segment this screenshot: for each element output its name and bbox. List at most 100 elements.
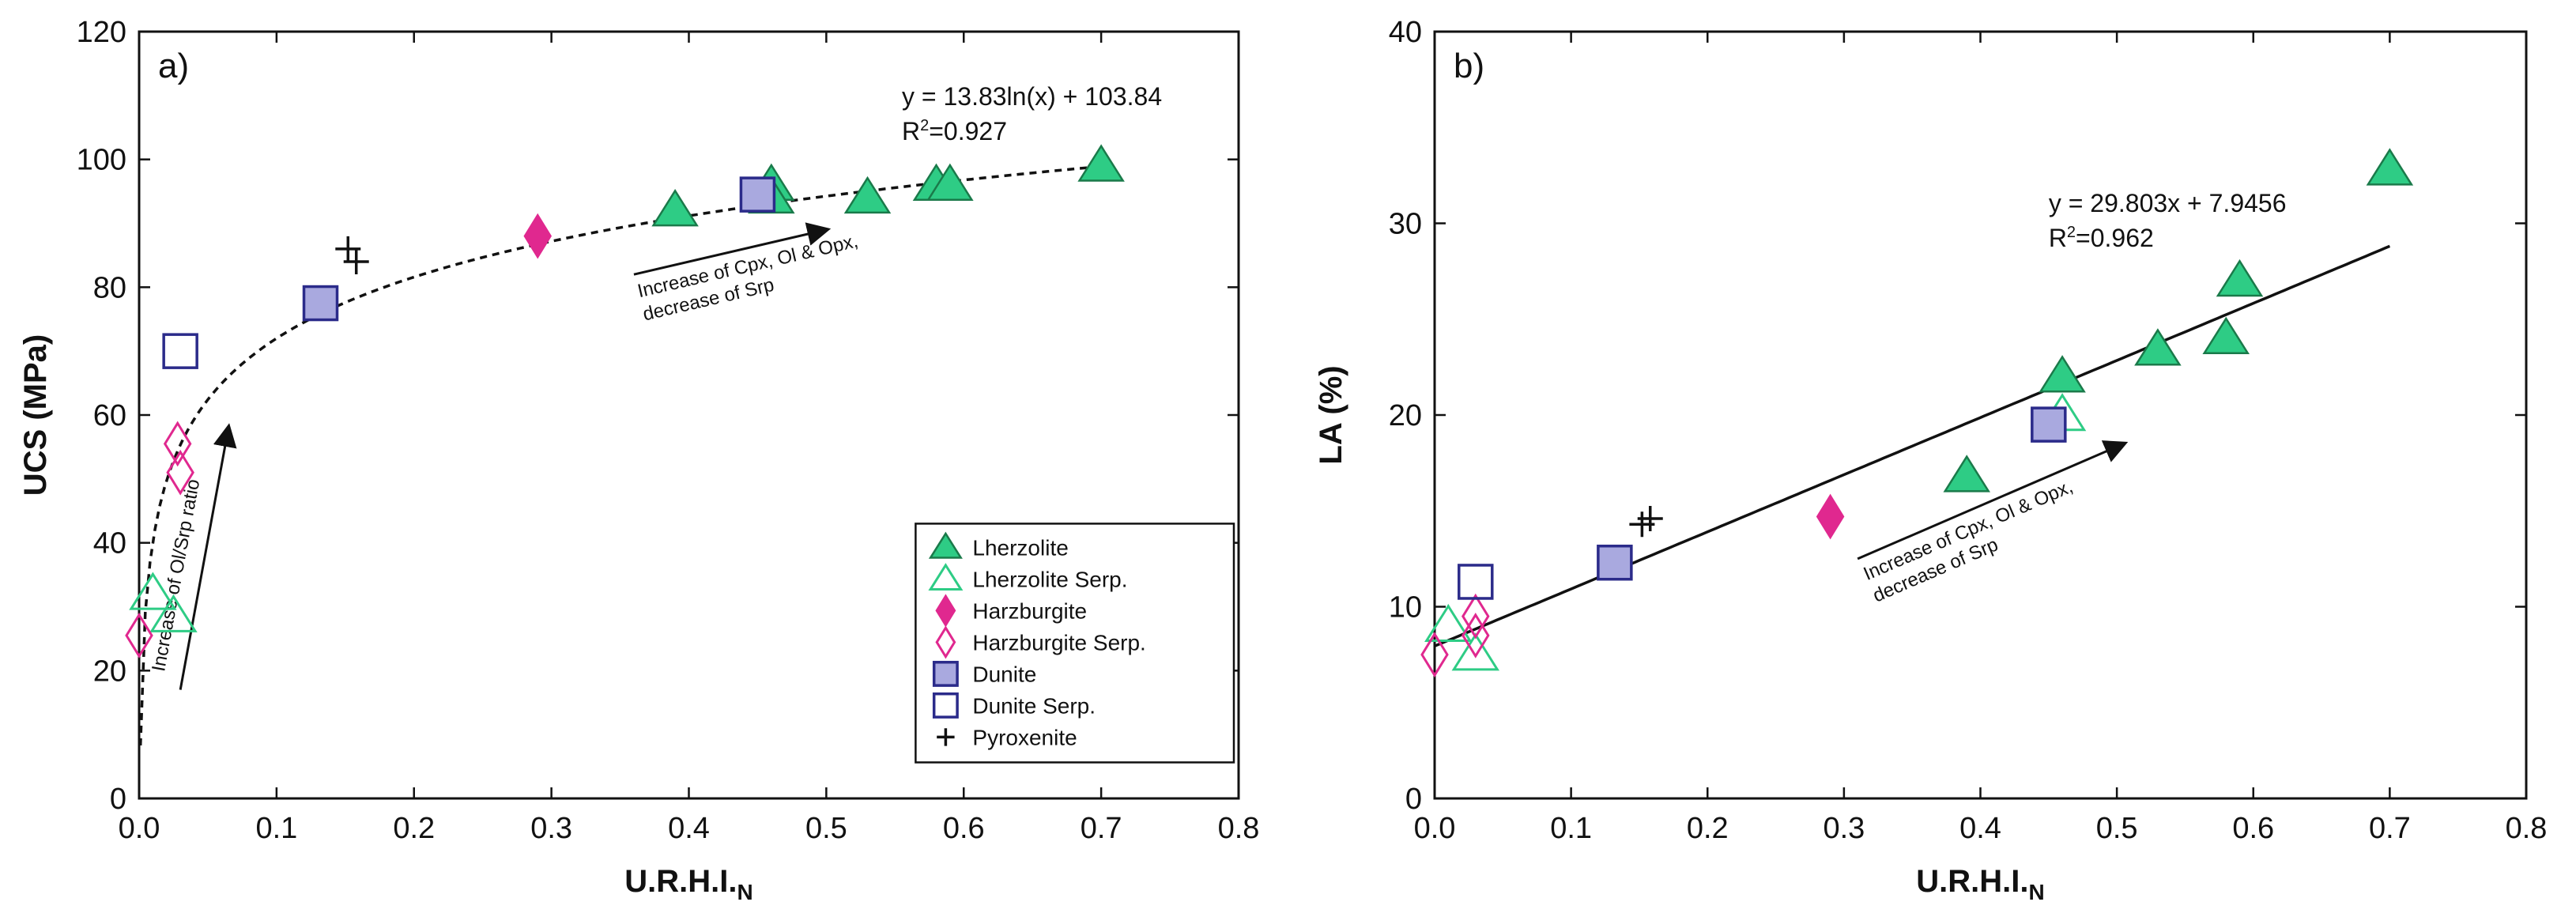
fit-r2: R2=0.927 bbox=[902, 117, 1007, 145]
data-point bbox=[149, 594, 198, 632]
x-tick-label: 0.5 bbox=[805, 812, 847, 845]
legend-marker bbox=[935, 594, 956, 628]
data-point bbox=[1424, 603, 1473, 642]
data-point bbox=[335, 236, 361, 262]
series-pyroxenite bbox=[335, 236, 369, 274]
legend-label: Harzburgite Serp. bbox=[972, 630, 1145, 655]
series-dunite-serp bbox=[162, 333, 198, 369]
x-tick-label: 0.4 bbox=[1959, 812, 2001, 845]
legend-marker bbox=[928, 563, 964, 591]
y-tick-label: 100 bbox=[77, 144, 126, 177]
legend-label: Harzburgite bbox=[972, 598, 1087, 623]
legend-label: Lherzolite Serp. bbox=[972, 567, 1127, 591]
x-tick-label: 0.7 bbox=[2369, 812, 2411, 845]
series-dunite bbox=[302, 176, 776, 322]
y-tick-label: 120 bbox=[77, 16, 126, 49]
panel-label: b) bbox=[1454, 47, 1484, 85]
legend-marker bbox=[932, 692, 959, 719]
series-harzburgite bbox=[1816, 493, 1845, 540]
y-tick-label: 0 bbox=[110, 783, 126, 816]
series-harzburgite-serp bbox=[125, 421, 194, 659]
data-point bbox=[1461, 593, 1490, 640]
x-tick-label: 0.8 bbox=[2506, 812, 2548, 845]
legend-marker bbox=[935, 625, 956, 659]
panel-a: 0.0 0.1 0.2 0.3 0.4 0.5 0.6 0.7 0.8 0 20 40 60 80 100 1… bbox=[18, 16, 1259, 904]
y-tick-label: 10 bbox=[1389, 591, 1422, 625]
x-tick-label: 0.3 bbox=[1823, 812, 1865, 845]
panel-b: 0.0 0.1 0.2 0.3 0.4 0.5 0.6 0.7 0.8 0 10 20 30 40 U.R.… bbox=[1314, 16, 2547, 904]
y-axis-label: LA (%) bbox=[1314, 365, 1348, 464]
x-tick-label: 0.6 bbox=[943, 812, 985, 845]
x-tick-label: 0.5 bbox=[2096, 812, 2138, 845]
x-tick-label: 0.0 bbox=[1414, 812, 1456, 845]
data-point bbox=[2202, 316, 2250, 354]
series-dunite-serp bbox=[1458, 564, 1494, 600]
data-point bbox=[125, 613, 153, 659]
legend-box bbox=[915, 523, 1235, 764]
y-tick-label: 0 bbox=[1405, 783, 1422, 816]
y-tick-label: 30 bbox=[1389, 208, 1422, 241]
annotation-text: Increase of Ol/Srp ratio bbox=[148, 477, 204, 674]
legend-marker bbox=[928, 531, 963, 559]
fit-line bbox=[1434, 244, 2391, 647]
x-tick-label: 0.3 bbox=[530, 812, 572, 845]
x-tick-label: 0.8 bbox=[1218, 812, 1260, 845]
data-point bbox=[1637, 505, 1663, 531]
data-point bbox=[1420, 632, 1449, 677]
data-point bbox=[1458, 564, 1494, 600]
legend-marker bbox=[937, 728, 955, 746]
fit-r2: R2=0.962 bbox=[2049, 224, 2154, 252]
data-point bbox=[2134, 328, 2182, 366]
data-point bbox=[2366, 148, 2414, 186]
data-point bbox=[2216, 258, 2264, 297]
y-tick-label: 40 bbox=[1389, 16, 1422, 49]
y-tick-label: 20 bbox=[1389, 399, 1422, 432]
series-lherzolite bbox=[651, 144, 1125, 227]
y-tick-label: 80 bbox=[93, 271, 126, 304]
plot-frame bbox=[1433, 30, 2528, 800]
y-axis-label: UCS (MPa) bbox=[18, 334, 53, 496]
data-point bbox=[1077, 144, 1125, 182]
annotation-arrow bbox=[179, 423, 237, 690]
legend-marker bbox=[932, 660, 959, 687]
data-point bbox=[1816, 493, 1845, 540]
data-point bbox=[523, 213, 552, 259]
data-point bbox=[843, 175, 892, 214]
series-harzburgite-serp bbox=[1420, 593, 1490, 677]
fit-line bbox=[138, 164, 1102, 745]
panel-label: a) bbox=[158, 47, 189, 85]
data-point bbox=[2039, 355, 2086, 393]
data-point bbox=[1451, 632, 1500, 671]
legend-label: Dunite bbox=[972, 662, 1036, 686]
data-point bbox=[166, 449, 194, 496]
data-point bbox=[1943, 455, 1990, 492]
x-axis-label: U.R.H.I.N bbox=[1916, 864, 2044, 904]
data-point bbox=[926, 163, 974, 201]
data-point bbox=[162, 333, 198, 369]
fit-equation: y = 13.83ln(x) + 103.84 bbox=[902, 82, 1162, 111]
series-harzburgite bbox=[523, 213, 552, 259]
x-tick-label: 0.4 bbox=[668, 812, 710, 845]
annotation-arrow bbox=[633, 222, 832, 276]
x-tick-label: 0.2 bbox=[1687, 812, 1729, 845]
series-lherzolite bbox=[1943, 148, 2414, 492]
y-tick-label: 60 bbox=[93, 399, 126, 432]
x-tick-label: 0.7 bbox=[1081, 812, 1122, 845]
x-tick-label: 0.0 bbox=[119, 812, 160, 845]
y-tick-label: 20 bbox=[93, 655, 126, 688]
fit-equation: y = 29.803x + 7.9456 bbox=[2049, 189, 2287, 217]
x-tick-label: 0.6 bbox=[2232, 812, 2274, 845]
legend-label: Lherzolite bbox=[972, 535, 1068, 560]
annotation-arrow bbox=[1857, 440, 2129, 560]
data-point bbox=[739, 176, 776, 213]
data-point bbox=[343, 249, 369, 274]
series-lherzolite-serp bbox=[129, 572, 198, 632]
data-point bbox=[129, 572, 177, 610]
data-point bbox=[651, 188, 699, 227]
x-tick-label: 0.1 bbox=[1550, 812, 1592, 845]
legend-label: Dunite Serp. bbox=[972, 693, 1096, 718]
series-pyroxenite bbox=[1629, 505, 1663, 538]
y-tick-label: 40 bbox=[93, 527, 126, 560]
data-point bbox=[302, 285, 339, 322]
